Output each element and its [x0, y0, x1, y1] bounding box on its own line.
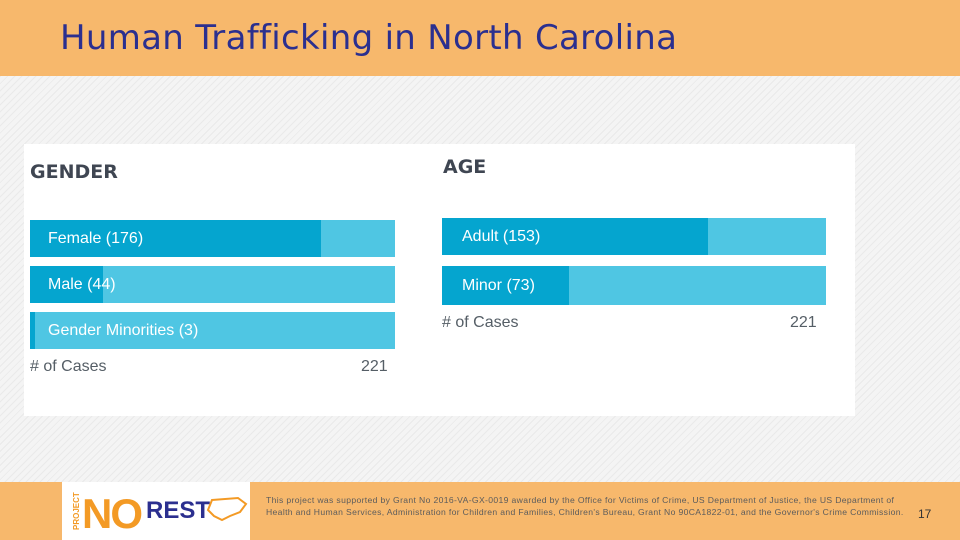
bar-label-female: Female (176)	[48, 230, 144, 247]
gender-axis-label: # of Cases	[30, 358, 107, 375]
logo-project-text: PROJECT	[72, 492, 81, 530]
age-chart-title: AGE	[443, 156, 487, 178]
bar-female: Female (176)	[30, 220, 395, 257]
bar-adult: Adult (153)	[442, 218, 826, 255]
bar-fill-minor	[442, 266, 569, 305]
project-no-rest-logo: PROJECT NO REST	[62, 482, 250, 540]
logo-no-text: NO	[82, 490, 141, 537]
page-number: 17	[918, 507, 932, 521]
slide-title: Human Trafficking in North Carolina	[60, 18, 678, 58]
bar-fill-adult	[442, 218, 708, 255]
age-axis-max: 221	[790, 314, 817, 331]
bar-gender-minorities: Gender Minorities (3)	[30, 312, 395, 349]
bar-male: Male (44)	[30, 266, 395, 303]
bar-label-minor: Minor (73)	[462, 277, 535, 294]
bar-minor: Minor (73)	[442, 266, 826, 305]
gender-axis-max: 221	[361, 358, 388, 375]
north-carolina-outline-icon	[206, 496, 248, 522]
header-band	[0, 0, 960, 76]
bar-fill-female	[30, 220, 321, 257]
bar-fill-male	[30, 266, 103, 303]
logo-rest-text: REST	[146, 497, 210, 524]
grant-credit-text: This project was supported by Grant No 2…	[266, 495, 904, 517]
bar-label-gender-minorities: Gender Minorities (3)	[48, 322, 199, 339]
age-axis-label: # of Cases	[442, 314, 519, 331]
bar-label-male: Male (44)	[48, 276, 116, 293]
bar-label-adult: Adult (153)	[462, 228, 541, 245]
gender-chart-title: GENDER	[30, 161, 118, 183]
bar-fill-gender-minorities	[30, 312, 35, 349]
